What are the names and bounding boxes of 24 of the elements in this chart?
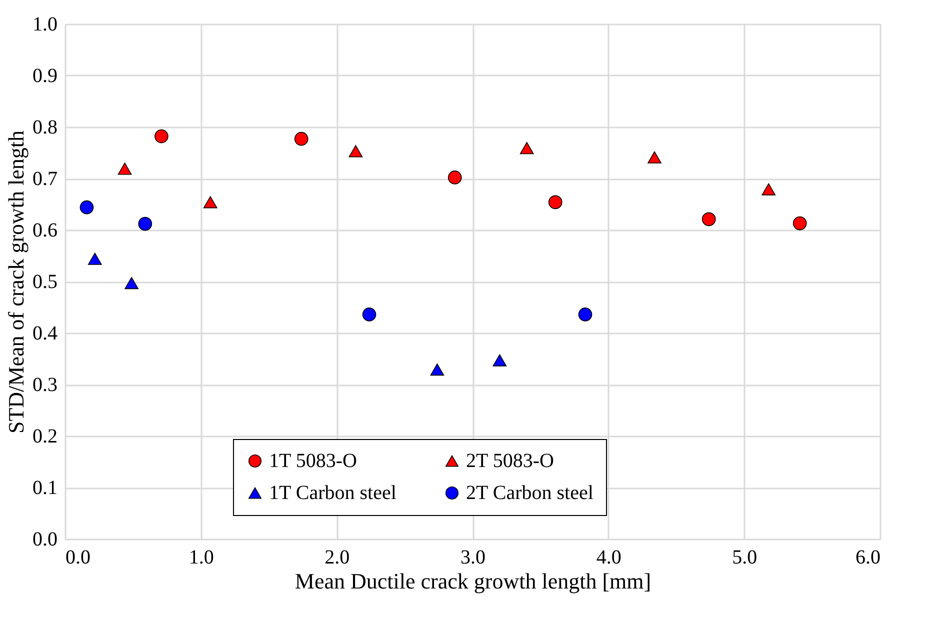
x-tick-label: 1.0 [188, 546, 214, 568]
y-tick-label: 0.7 [32, 168, 58, 190]
y-tick-label: 1.0 [32, 14, 58, 36]
x-tick-label: 4.0 [596, 546, 622, 568]
y-tick-label: 0.3 [32, 374, 58, 396]
x-tick-label: 5.0 [732, 546, 758, 568]
y-tick-label: 0.0 [32, 528, 58, 550]
y-tick-label: 0.2 [32, 426, 58, 448]
legend-label: 2T 5083-O [466, 450, 554, 472]
legend-label: 1T 5083-O [269, 450, 357, 472]
x-tick-label: 6.0 [856, 546, 880, 568]
x-tick-label: 3.0 [460, 546, 486, 568]
legend-label: 2T Carbon steel [466, 482, 594, 504]
y-tick-label: 0.5 [32, 271, 58, 293]
y-tick-label: 0.4 [32, 322, 58, 344]
x-tick-label: 2.0 [324, 546, 350, 568]
legend-label: 1T Carbon steel [269, 482, 397, 504]
x-tick-label: 0.0 [66, 546, 90, 568]
x-axis-title: Mean Ductile crack growth length [mm] [294, 568, 652, 594]
y-axis-title: STD/Mean of crack growth length [4, 130, 28, 434]
y-tick-label: 0.1 [32, 477, 58, 499]
y-tick-label: 0.9 [32, 65, 58, 87]
y-tick-label: 0.6 [32, 220, 58, 242]
y-tick-label: 0.8 [32, 116, 58, 138]
